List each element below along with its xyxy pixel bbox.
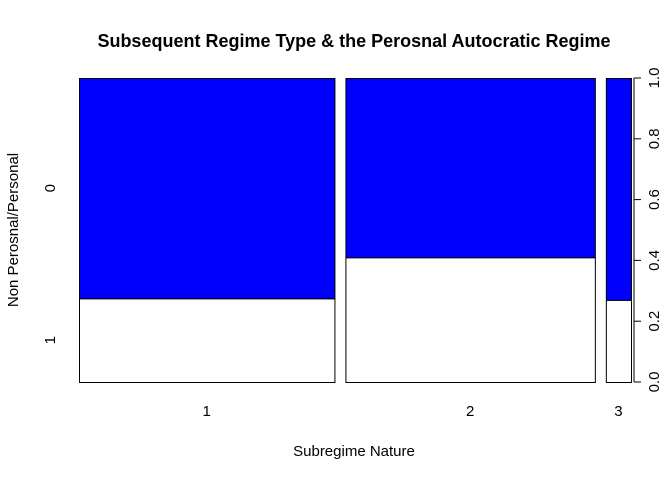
y-axis-label: Non Perosnal/Personal (5, 153, 22, 307)
bar-segment-1-cat-2 (345, 257, 596, 383)
chart-title: Subsequent Regime Type & the Perosnal Au… (97, 31, 610, 51)
x-tick-labels: 1 2 3 (203, 403, 623, 420)
right-axis-tick-label-1.0: 1.0 (646, 68, 663, 89)
x-tick-label-1: 1 (203, 403, 211, 420)
bars-group (79, 78, 632, 384)
left-axis-labels: 01 (42, 184, 59, 344)
x-tick-label-3: 3 (614, 403, 622, 420)
left-axis-label-1: 1 (42, 336, 59, 344)
bar-segment-1-cat-3 (605, 299, 632, 384)
left-axis-label-0: 0 (42, 184, 59, 192)
right-axis: 0.0 0.2 0.4 0.6 0.8 1.0 (633, 68, 663, 393)
bar-segment-1-cat-1 (79, 298, 336, 383)
bar-segment-0-cat-3 (605, 78, 632, 301)
bar-segment-0-cat-2 (345, 78, 596, 259)
right-axis-tick-label-0.4: 0.4 (646, 250, 663, 271)
right-axis-tick-label-0.2: 0.2 (646, 311, 663, 332)
x-axis-label: Subregime Nature (293, 443, 415, 460)
right-axis-tick-label-0.8: 0.8 (646, 128, 663, 149)
bar-segment-0-cat-1 (79, 78, 336, 300)
x-tick-label-2: 2 (466, 403, 474, 420)
right-axis-tick-label-0.0: 0.0 (646, 372, 663, 393)
right-axis-tick-label-0.6: 0.6 (646, 189, 663, 210)
